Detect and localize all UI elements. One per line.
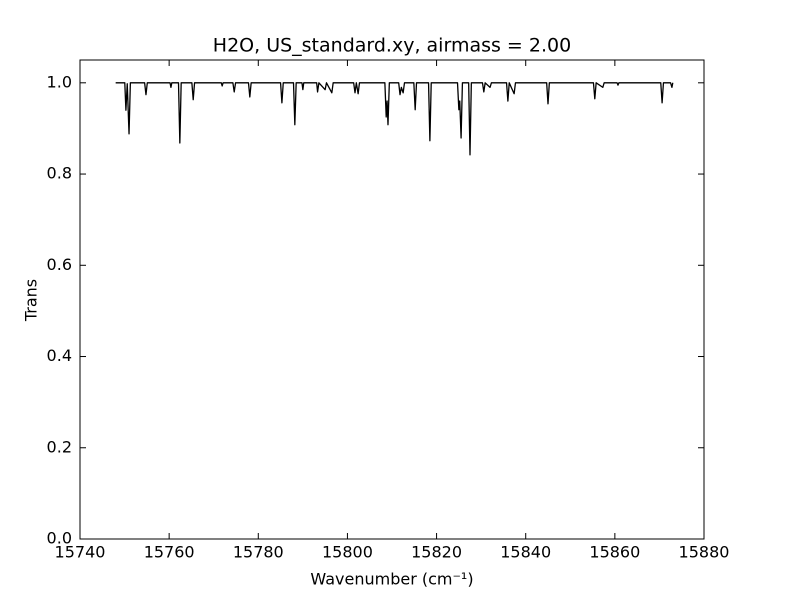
y-tick-label: 0.4 xyxy=(47,346,72,365)
chart-title: H2O, US_standard.xy, airmass = 2.00 xyxy=(213,35,571,57)
y-tick-label: 0.0 xyxy=(47,529,72,548)
x-axis-label: Wavenumber (cm⁻¹) xyxy=(310,570,473,589)
x-tick-label: 15840 xyxy=(500,543,551,562)
x-tick-label: 15800 xyxy=(322,543,373,562)
x-tick-label: 15820 xyxy=(411,543,462,562)
x-tick-label: 15780 xyxy=(233,543,284,562)
y-tick-label: 1.0 xyxy=(47,72,72,91)
x-tick-label: 15880 xyxy=(679,543,730,562)
y-tick-label: 0.2 xyxy=(47,437,72,456)
y-tick-label: 0.6 xyxy=(47,255,72,274)
spectrum-line xyxy=(115,82,674,156)
x-tick-label: 15760 xyxy=(144,543,195,562)
x-tick-label: 15740 xyxy=(55,543,106,562)
plot-frame xyxy=(79,59,705,540)
y-tick-label: 0.8 xyxy=(47,164,72,183)
y-axis-label: Trans xyxy=(22,279,41,322)
x-tick-label: 15860 xyxy=(589,543,640,562)
